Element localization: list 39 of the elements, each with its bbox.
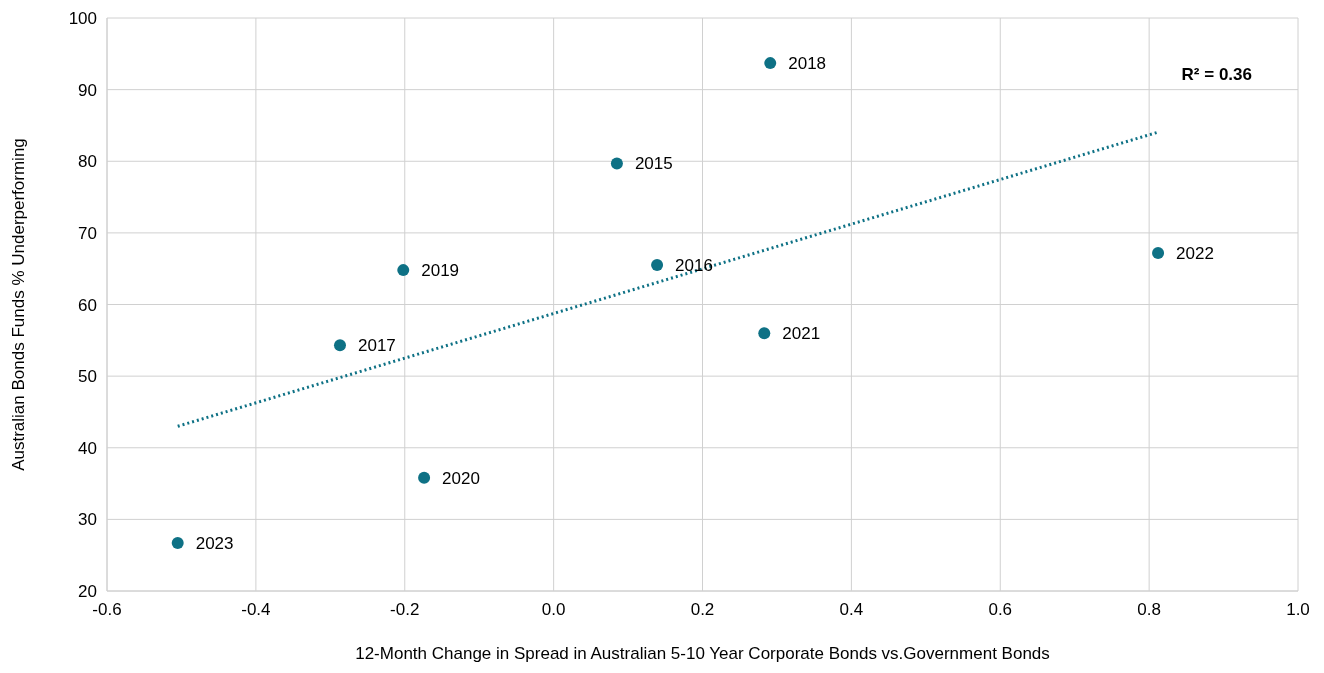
x-tick-label: -0.6: [92, 600, 122, 619]
x-tick-label: 0.8: [1137, 600, 1161, 619]
y-tick-label: 40: [78, 438, 97, 458]
point: [764, 57, 777, 70]
x-tick-label: -0.2: [390, 600, 420, 619]
annotation: 2021: [782, 324, 821, 344]
y-tick-label: 50: [78, 367, 97, 387]
point: [171, 537, 184, 550]
annotation: 2015: [634, 154, 673, 174]
annotation: 2017: [357, 336, 396, 356]
x-tick-label: 1.0: [1286, 600, 1310, 619]
point: [610, 157, 623, 170]
x-tick-label: 0.4: [839, 600, 864, 619]
x-tick-label: 0.2: [690, 600, 715, 619]
point: [418, 471, 431, 484]
point: [333, 339, 346, 352]
annotation: R² = 0.36: [1181, 65, 1252, 84]
annotation: 2022: [1176, 243, 1214, 263]
x-tick-label: 0.0: [541, 600, 566, 619]
y-tick-label: 20: [78, 582, 97, 601]
y-tick-label: 80: [78, 152, 97, 172]
y-axis-title: Australian Bonds Funds % Underperforming: [9, 138, 28, 471]
x-tick-label: -0.4: [241, 600, 271, 619]
y-tick-label: 70: [78, 223, 97, 243]
y-tick-label: 60: [78, 295, 97, 315]
point: [651, 259, 664, 272]
annotation: 2023: [195, 534, 234, 554]
annotation: 2019: [421, 261, 460, 281]
annotation: 2016: [675, 256, 713, 276]
point: [758, 327, 771, 340]
x-tick-label: 0.6: [988, 600, 1013, 619]
point: [1152, 246, 1165, 259]
point: [397, 264, 410, 277]
y-tick-label: 100: [68, 9, 97, 28]
annotation: 2018: [788, 54, 827, 74]
x-axis-title: 12-Month Change in Spread in Australian 5-10 Year Corporate Bonds vs.Government Bonds: [355, 644, 1050, 663]
y-tick-label: 30: [78, 510, 97, 530]
y-tick-label: 90: [78, 80, 97, 100]
annotation: 2020: [442, 468, 480, 488]
